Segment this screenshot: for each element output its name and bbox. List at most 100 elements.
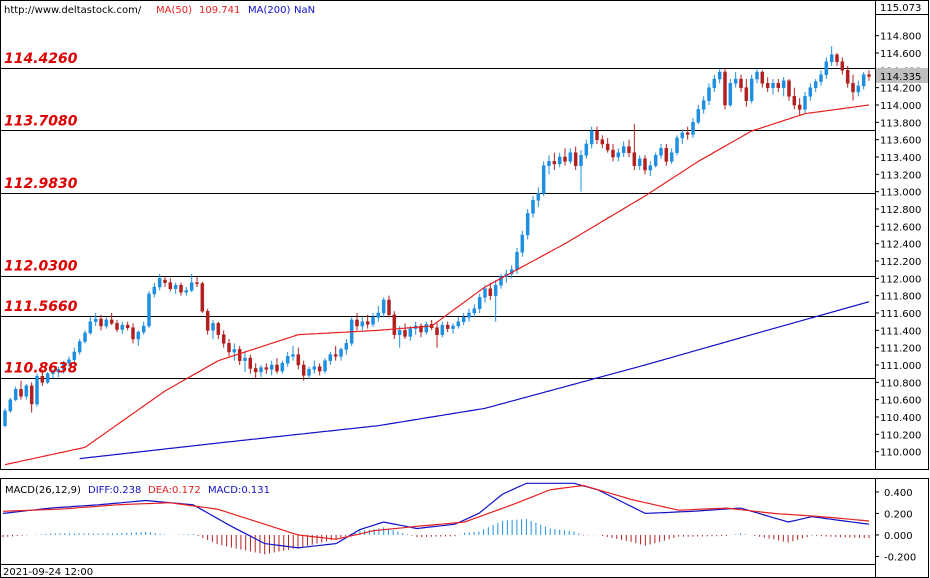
candle-body-104: [557, 156, 562, 165]
candle-body-126: [675, 137, 679, 153]
macd-axis-frame: [875, 478, 929, 578]
price-tick-label-2: 110.400: [880, 413, 921, 424]
macd-panel: [2, 482, 870, 555]
candle-body-16: [88, 321, 93, 334]
candle-body-36: [195, 282, 199, 284]
candle-body-15: [83, 332, 87, 342]
candle-body-120: [643, 158, 647, 171]
candle-body-76: [408, 328, 413, 337]
level-label-4: 111.5660: [4, 299, 78, 315]
candle-body-162: [867, 74, 871, 77]
price-tick-label-4: 110.800: [880, 378, 921, 389]
candle-body-137: [733, 78, 738, 84]
candle-body-19: [104, 319, 109, 327]
price-top-label: 115.073: [880, 3, 921, 14]
candle-body-153: [819, 74, 823, 82]
candle-body-43: [232, 349, 237, 353]
candlesticks: [3, 46, 871, 428]
candle-body-28: [152, 286, 157, 295]
candle-body-119: [637, 158, 642, 166]
macd-tick-label-2: 0.200: [884, 509, 913, 520]
candle-body-14: [77, 341, 82, 353]
candle-body-125: [669, 152, 674, 162]
candle-body-140: [749, 78, 754, 101]
site-url: http://www.deltastock.com/: [4, 5, 142, 16]
candle-body-131: [701, 100, 706, 110]
candle-body-11: [61, 363, 66, 370]
candle-body-37: [200, 283, 205, 312]
candle-body-4: [24, 385, 29, 397]
level-label-5: 110.8638: [4, 361, 78, 377]
candle-body-17: [93, 318, 98, 322]
candle-body-122: [653, 155, 658, 166]
candle-body-109: [584, 143, 589, 156]
candle-body-48: [259, 367, 263, 373]
candle-body-5: [29, 385, 34, 405]
candle-body-74: [397, 330, 402, 335]
candle-body-52: [280, 363, 285, 372]
macd-title: MACD(26,12,9): [5, 485, 81, 496]
candle-body-61: [328, 354, 333, 361]
candle-body-72: [387, 299, 391, 315]
candle-body-135: [723, 71, 727, 106]
macd-plot-frame: [0, 478, 876, 565]
price-tick-label-5: 111.000: [880, 361, 921, 372]
candle-body-91: [488, 288, 493, 296]
price-tick-label-1: 110.200: [880, 430, 921, 441]
candle-body-69: [371, 317, 375, 325]
candle-body-103: [552, 161, 557, 165]
candle-body-98: [525, 213, 530, 236]
candle-body-6: [35, 376, 39, 405]
ma200-line: [79, 301, 870, 460]
candle-body-114: [611, 149, 615, 158]
macd-tick-label-0: -0.200: [884, 552, 916, 563]
candle-body-55: [296, 354, 301, 366]
candle-body-49: [264, 367, 269, 370]
candle-body-30: [163, 279, 167, 283]
candle-body-54: [291, 354, 295, 357]
candle-body-9: [51, 371, 55, 374]
candle-body-85: [456, 321, 461, 327]
candle-body-66: [355, 319, 359, 327]
candle-body-129: [691, 122, 695, 135]
candle-body-117: [627, 146, 631, 153]
price-axis: 110.000 110.200 110.400 110.600 110.800 111.0…: [875, 3, 928, 459]
price-tick-label-15: 113.000: [880, 188, 921, 199]
current-price-label: 114.335: [880, 72, 921, 83]
candle-body-139: [744, 87, 749, 101]
candle-body-84: [451, 325, 455, 329]
candle-body-79: [424, 324, 429, 333]
candle-body-46: [248, 357, 253, 369]
price-tick-label-19: 113.800: [880, 118, 921, 129]
candle-body-31: [168, 282, 173, 289]
candle-body-106: [568, 152, 573, 162]
candle-body-89: [477, 297, 482, 309]
candle-body-68: [365, 321, 370, 325]
candle-body-86: [461, 317, 466, 322]
candle-body-27: [147, 293, 151, 327]
candle-body-118: [632, 152, 637, 166]
price-tick-label-20: 114.000: [880, 101, 921, 112]
candle-body-134: [717, 71, 722, 80]
candle-body-2: [13, 389, 18, 400]
candle-body-92: [493, 285, 498, 296]
level-label-1: 113.7080: [4, 113, 78, 129]
candle-body-62: [333, 354, 338, 357]
level-label-2: 112.9830: [4, 176, 78, 192]
candle-body-29: [157, 278, 162, 288]
candle-body-3: [19, 389, 23, 397]
ma50-value: 109.741: [199, 5, 240, 16]
ma200-value: NaN: [294, 5, 315, 16]
candle-body-51: [275, 364, 279, 372]
candle-body-115: [616, 152, 621, 158]
candle-body-67: [360, 321, 365, 327]
candle-body-32: [173, 285, 178, 289]
footer-bar: [0, 564, 876, 578]
candle-body-39: [211, 323, 215, 331]
candle-body-116: [621, 146, 626, 153]
candle-body-7: [40, 376, 45, 383]
candle-body-82: [440, 324, 445, 335]
price-tick-label-23: 114.600: [880, 49, 921, 60]
candle-body-24: [131, 327, 135, 340]
moving-averages: [4, 104, 870, 466]
